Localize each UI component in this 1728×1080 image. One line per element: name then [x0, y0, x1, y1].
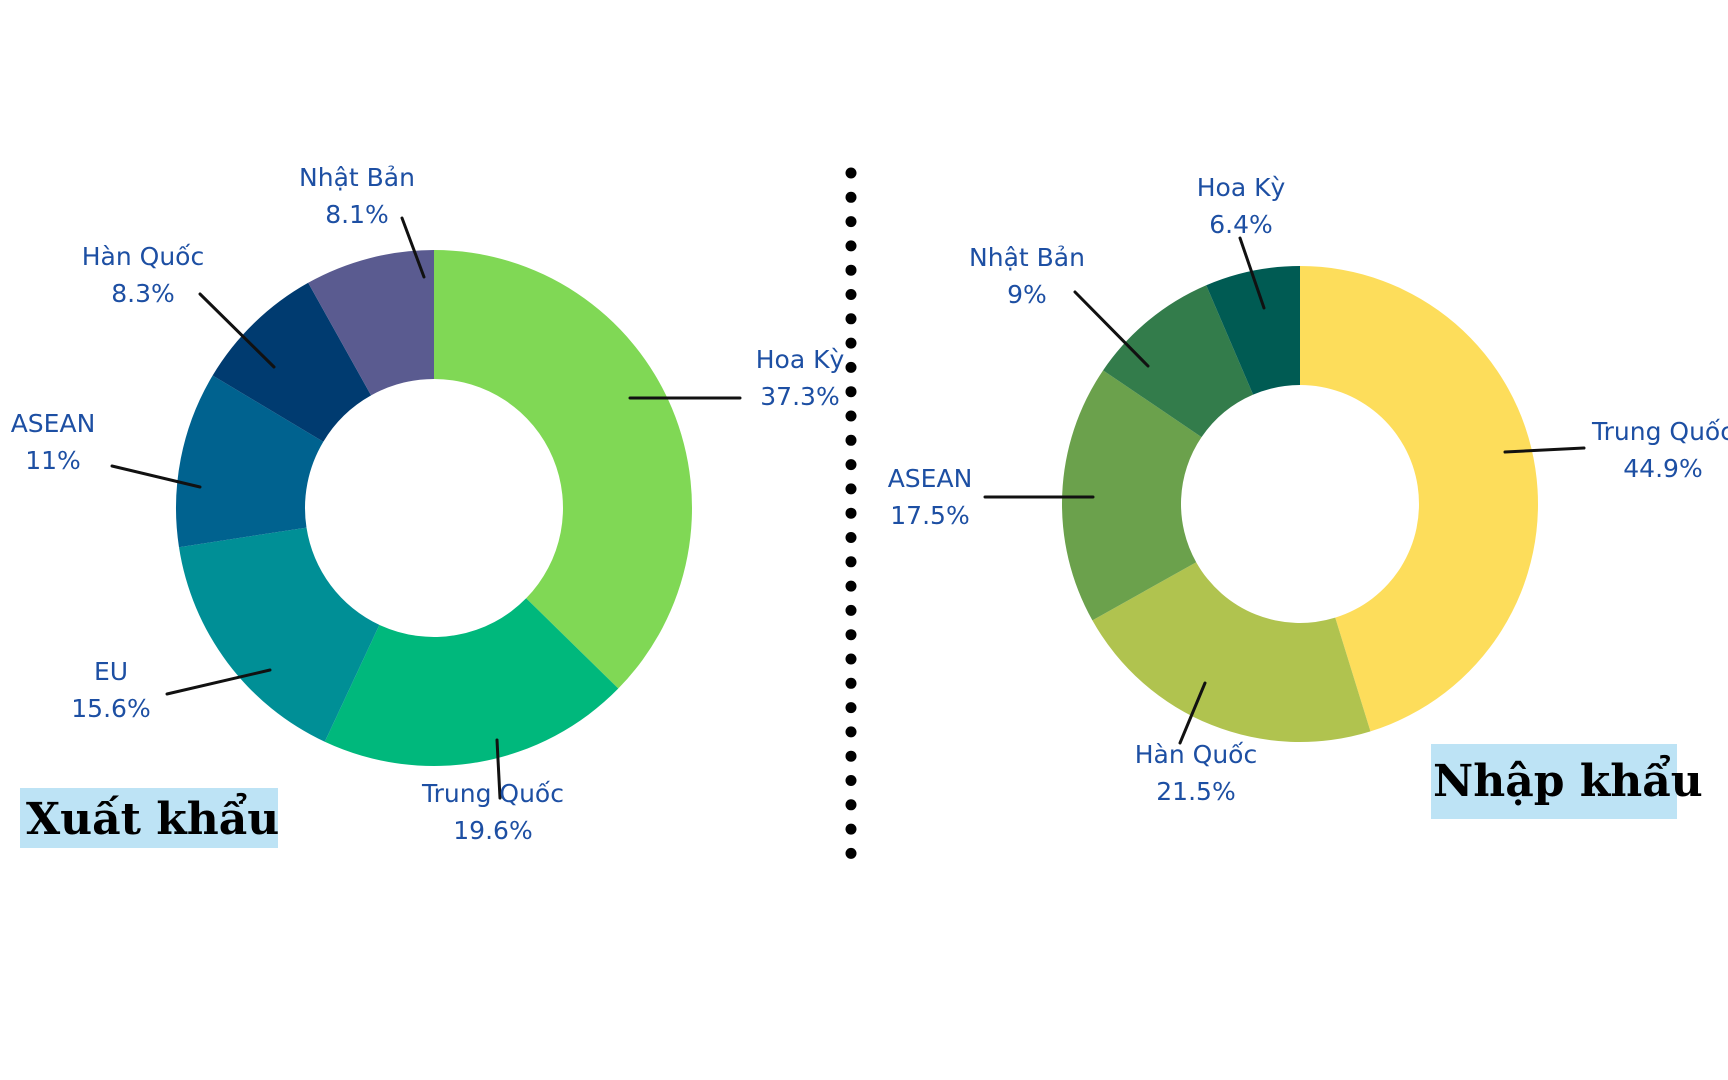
divider-dot	[845, 289, 857, 300]
divider-dot	[845, 823, 857, 835]
export-leader-trung-quoc	[495, 738, 502, 800]
divider-dot	[845, 240, 857, 252]
export-label-nhat-ban: Nhật Bản 8.1%	[299, 163, 415, 229]
import-leader-nhat-ban	[1073, 290, 1150, 368]
import-leader-hoa-ky	[1238, 236, 1266, 310]
import-label-name-hoa-ky: Hoa Kỳ	[1197, 173, 1286, 202]
export-slice-nhat-ban	[308, 250, 434, 396]
export-leader-han-quoc	[198, 292, 276, 369]
divider-dot	[845, 361, 857, 373]
export-title: Xuất khẩu	[26, 791, 279, 845]
import-leader-han-quoc	[1178, 681, 1207, 745]
export-label-value-han-quoc: 8.3%	[111, 279, 175, 308]
import-label-value-trung-quoc: 44.9%	[1623, 454, 1702, 483]
divider-dot	[845, 629, 857, 641]
import-slice-asean	[1062, 370, 1202, 621]
import-slice-hoa-ky	[1206, 266, 1300, 395]
import-slice-nhat-ban	[1103, 285, 1254, 438]
export-label-hoa-ky: Hoa Kỳ 37.3%	[756, 345, 845, 411]
import-donut-chart: Trung Quốc 44.9% Hàn Quốc 21.5% ASEAN 17.5% Nh…	[888, 173, 1728, 806]
export-label-value-asean: 11%	[25, 446, 81, 475]
export-slice-asean	[176, 375, 324, 548]
import-label-value-asean: 17.5%	[890, 501, 969, 530]
export-label-value-hoa-ky: 37.3%	[760, 382, 839, 411]
divider-dot	[845, 556, 857, 568]
export-slice-han-quoc	[212, 282, 372, 442]
divider-dot	[845, 264, 857, 276]
divider-dot	[845, 507, 857, 519]
export-label-han-quoc: Hàn Quốc 8.3%	[82, 242, 204, 308]
import-label-han-quoc: Hàn Quốc 21.5%	[1135, 740, 1257, 806]
export-label-name-trung-quoc: Trung Quốc	[421, 779, 564, 808]
import-title: Nhập khẩu	[1433, 753, 1703, 807]
export-donut-chart: Hoa Kỳ 37.3% Trung Quốc 19.6% EU 15.6% ASEAN 11…	[11, 163, 845, 845]
export-slice-eu	[178, 527, 380, 742]
export-label-name-han-quoc: Hàn Quốc	[82, 242, 204, 271]
divider-dot	[845, 386, 857, 398]
divider-dot	[845, 216, 857, 228]
export-leader-eu	[165, 668, 272, 696]
export-leader-asean	[110, 464, 202, 489]
divider-dot	[845, 580, 857, 592]
divider-dot	[845, 434, 857, 446]
divider-dot	[845, 410, 857, 422]
divider-dot	[845, 726, 857, 738]
divider-dot	[845, 702, 857, 714]
import-label-name-han-quoc: Hàn Quốc	[1135, 740, 1257, 769]
import-slices	[1062, 266, 1539, 742]
import-title-box	[1431, 744, 1677, 819]
import-label-name-trung-quoc: Trung Quốc	[1591, 417, 1728, 446]
divider-dot	[845, 167, 857, 179]
divider-dot	[845, 337, 857, 349]
import-label-trung-quoc: Trung Quốc 44.9%	[1591, 417, 1728, 483]
divider-dot	[845, 604, 857, 616]
export-slices	[176, 250, 692, 766]
export-label-trung-quoc: Trung Quốc 19.6%	[421, 779, 564, 845]
export-label-name-asean: ASEAN	[11, 409, 96, 438]
import-slice-han-quoc	[1092, 562, 1371, 742]
import-labels: Trung Quốc 44.9% Hàn Quốc 21.5% ASEAN 17.5% Nh…	[888, 173, 1728, 806]
export-label-value-eu: 15.6%	[71, 694, 150, 723]
divider-dot	[845, 750, 857, 762]
import-label-value-hoa-ky: 6.4%	[1209, 210, 1273, 239]
divider-dot	[845, 677, 857, 689]
export-title-block: Xuất khẩu	[20, 788, 279, 848]
import-label-value-nhat-ban: 9%	[1007, 280, 1047, 309]
export-label-value-nhat-ban: 8.1%	[325, 200, 389, 229]
export-label-eu: EU 15.6%	[71, 657, 150, 723]
import-leader-lines	[983, 236, 1586, 745]
import-label-name-nhat-ban: Nhật Bản	[969, 243, 1085, 272]
export-label-asean: ASEAN 11%	[11, 409, 96, 475]
import-label-nhat-ban: Nhật Bản 9%	[969, 243, 1085, 309]
divider-dot	[845, 532, 857, 543]
divider-dot	[845, 653, 857, 665]
export-labels: Hoa Kỳ 37.3% Trung Quốc 19.6% EU 15.6% ASEAN 11…	[11, 163, 845, 845]
divider-dot	[845, 847, 857, 859]
export-slice-hoa-ky	[434, 250, 692, 689]
divider-dot	[845, 799, 857, 811]
export-slice-trung-quoc	[324, 598, 619, 766]
import-label-hoa-ky: Hoa Kỳ 6.4%	[1197, 173, 1286, 239]
divider-dot	[845, 313, 857, 325]
divider-dot	[845, 775, 857, 786]
export-title-box	[20, 788, 278, 848]
export-label-name-nhat-ban: Nhật Bản	[299, 163, 415, 192]
export-label-name-eu: EU	[94, 657, 128, 686]
export-leader-lines	[110, 216, 742, 800]
import-label-asean: ASEAN 17.5%	[888, 464, 973, 530]
import-leader-trung-quoc	[1503, 446, 1586, 454]
dotted-divider	[845, 167, 857, 859]
import-label-name-asean: ASEAN	[888, 464, 973, 493]
export-leader-nhat-ban	[400, 216, 426, 279]
divider-dot	[845, 191, 857, 203]
divider-dot	[845, 459, 857, 471]
import-slice-trung-quoc	[1300, 266, 1539, 732]
import-title-block: Nhập khẩu	[1431, 744, 1703, 819]
divider-dot	[845, 483, 857, 495]
export-label-value-trung-quoc: 19.6%	[453, 816, 532, 845]
import-label-value-han-quoc: 21.5%	[1156, 777, 1235, 806]
export-label-name-hoa-ky: Hoa Kỳ	[756, 345, 845, 374]
